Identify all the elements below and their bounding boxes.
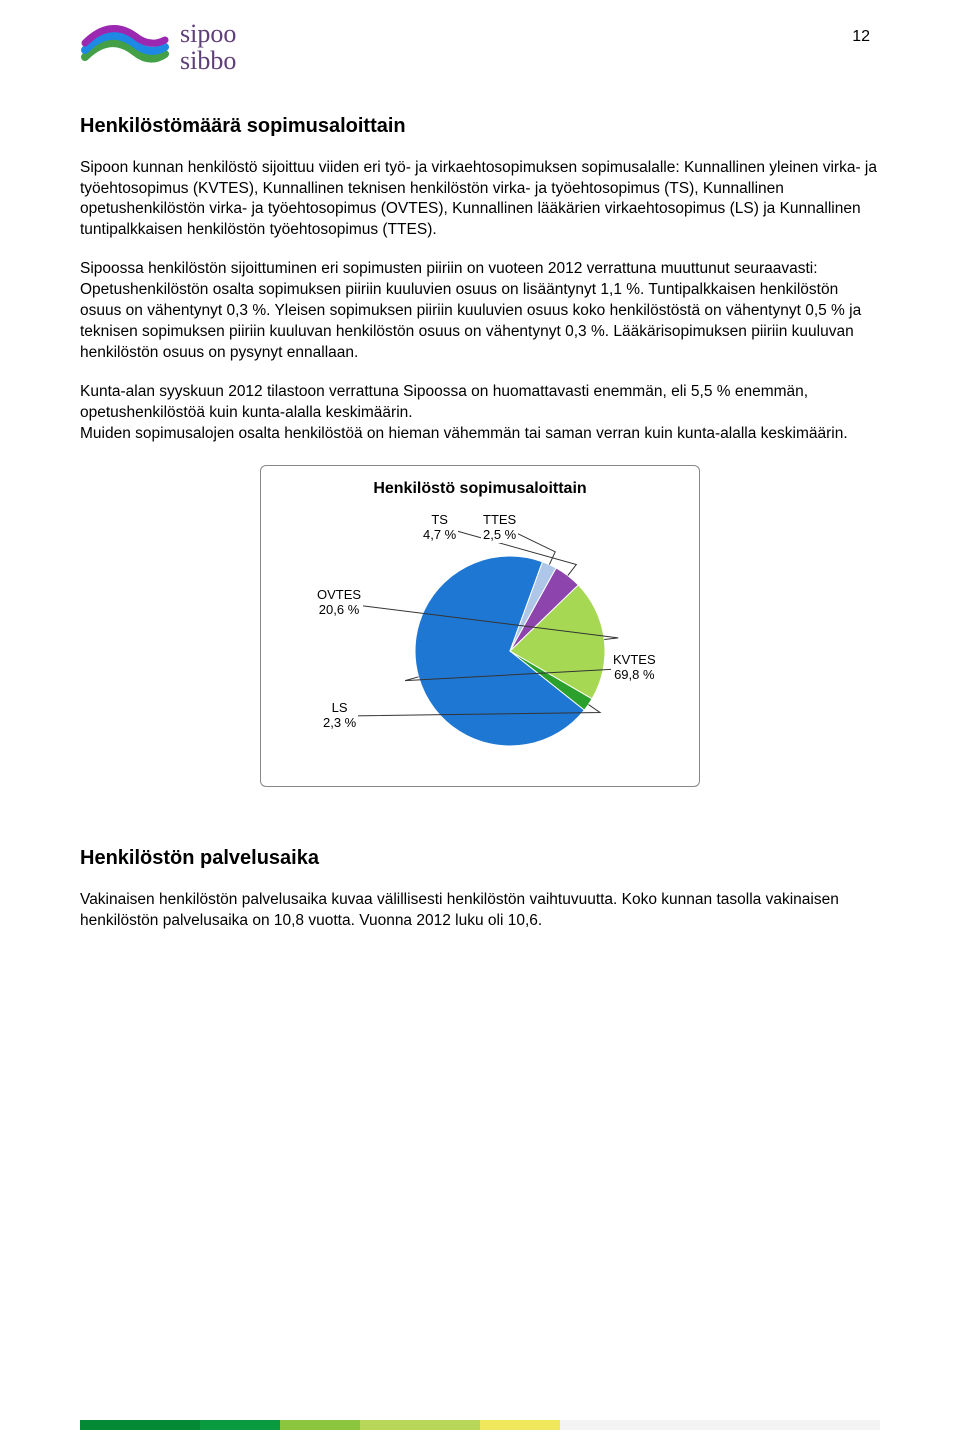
footer-seg <box>200 1420 280 1430</box>
pie-label-ts: TS4,7 % <box>421 512 458 543</box>
pie-label-ls: LS2,3 % <box>321 700 358 731</box>
footer-seg <box>560 1420 880 1430</box>
logo-line1: sipoo <box>180 20 236 47</box>
pie-chart-svg <box>271 502 689 772</box>
logo-waves-icon <box>80 22 170 72</box>
paragraph-1: Sipoon kunnan henkilöstö sijoittuu viide… <box>80 158 880 242</box>
footer-seg <box>360 1420 480 1430</box>
pie-label-ovtes: OVTES20,6 % <box>315 587 363 618</box>
footer-seg <box>280 1420 360 1430</box>
page: sipoo sibbo 12 Henkilöstömäärä sopimusal… <box>0 0 960 1450</box>
heading-henkilostomaara: Henkilöstömäärä sopimusaloittain <box>80 115 880 138</box>
footer-color-bar <box>80 1420 880 1430</box>
pie-chart-container: Henkilöstö sopimusaloittain KVTES69,8 % L… <box>260 465 700 787</box>
page-number: 12 <box>852 28 870 46</box>
logo-text: sipoo sibbo <box>180 20 236 75</box>
footer-seg <box>480 1420 560 1430</box>
logo-line2: sibbo <box>180 47 236 74</box>
paragraph-5: Vakinaisen henkilöstön palvelusaika kuva… <box>80 890 880 932</box>
header-row: sipoo sibbo 12 <box>80 20 880 75</box>
paragraph-3: Kunta-alan syyskuun 2012 tilastoon verra… <box>80 382 880 424</box>
heading-palvelusaika: Henkilöstön palvelusaika <box>80 847 880 870</box>
paragraph-4: Muiden sopimusalojen osalta henkilöstöä … <box>80 424 880 445</box>
logo: sipoo sibbo <box>80 20 236 75</box>
footer-seg <box>80 1420 200 1430</box>
pie-chart-title: Henkilöstö sopimusaloittain <box>271 480 689 498</box>
pie-label-ttes: TTES2,5 % <box>481 512 518 543</box>
pie-chart-area: KVTES69,8 % LS2,3 % OVTES20,6 % TS4,7 % TTES… <box>271 502 689 772</box>
paragraph-2: Sipoossa henkilöstön sijoittuminen eri s… <box>80 259 880 364</box>
pie-label-kvtes: KVTES69,8 % <box>611 652 658 683</box>
